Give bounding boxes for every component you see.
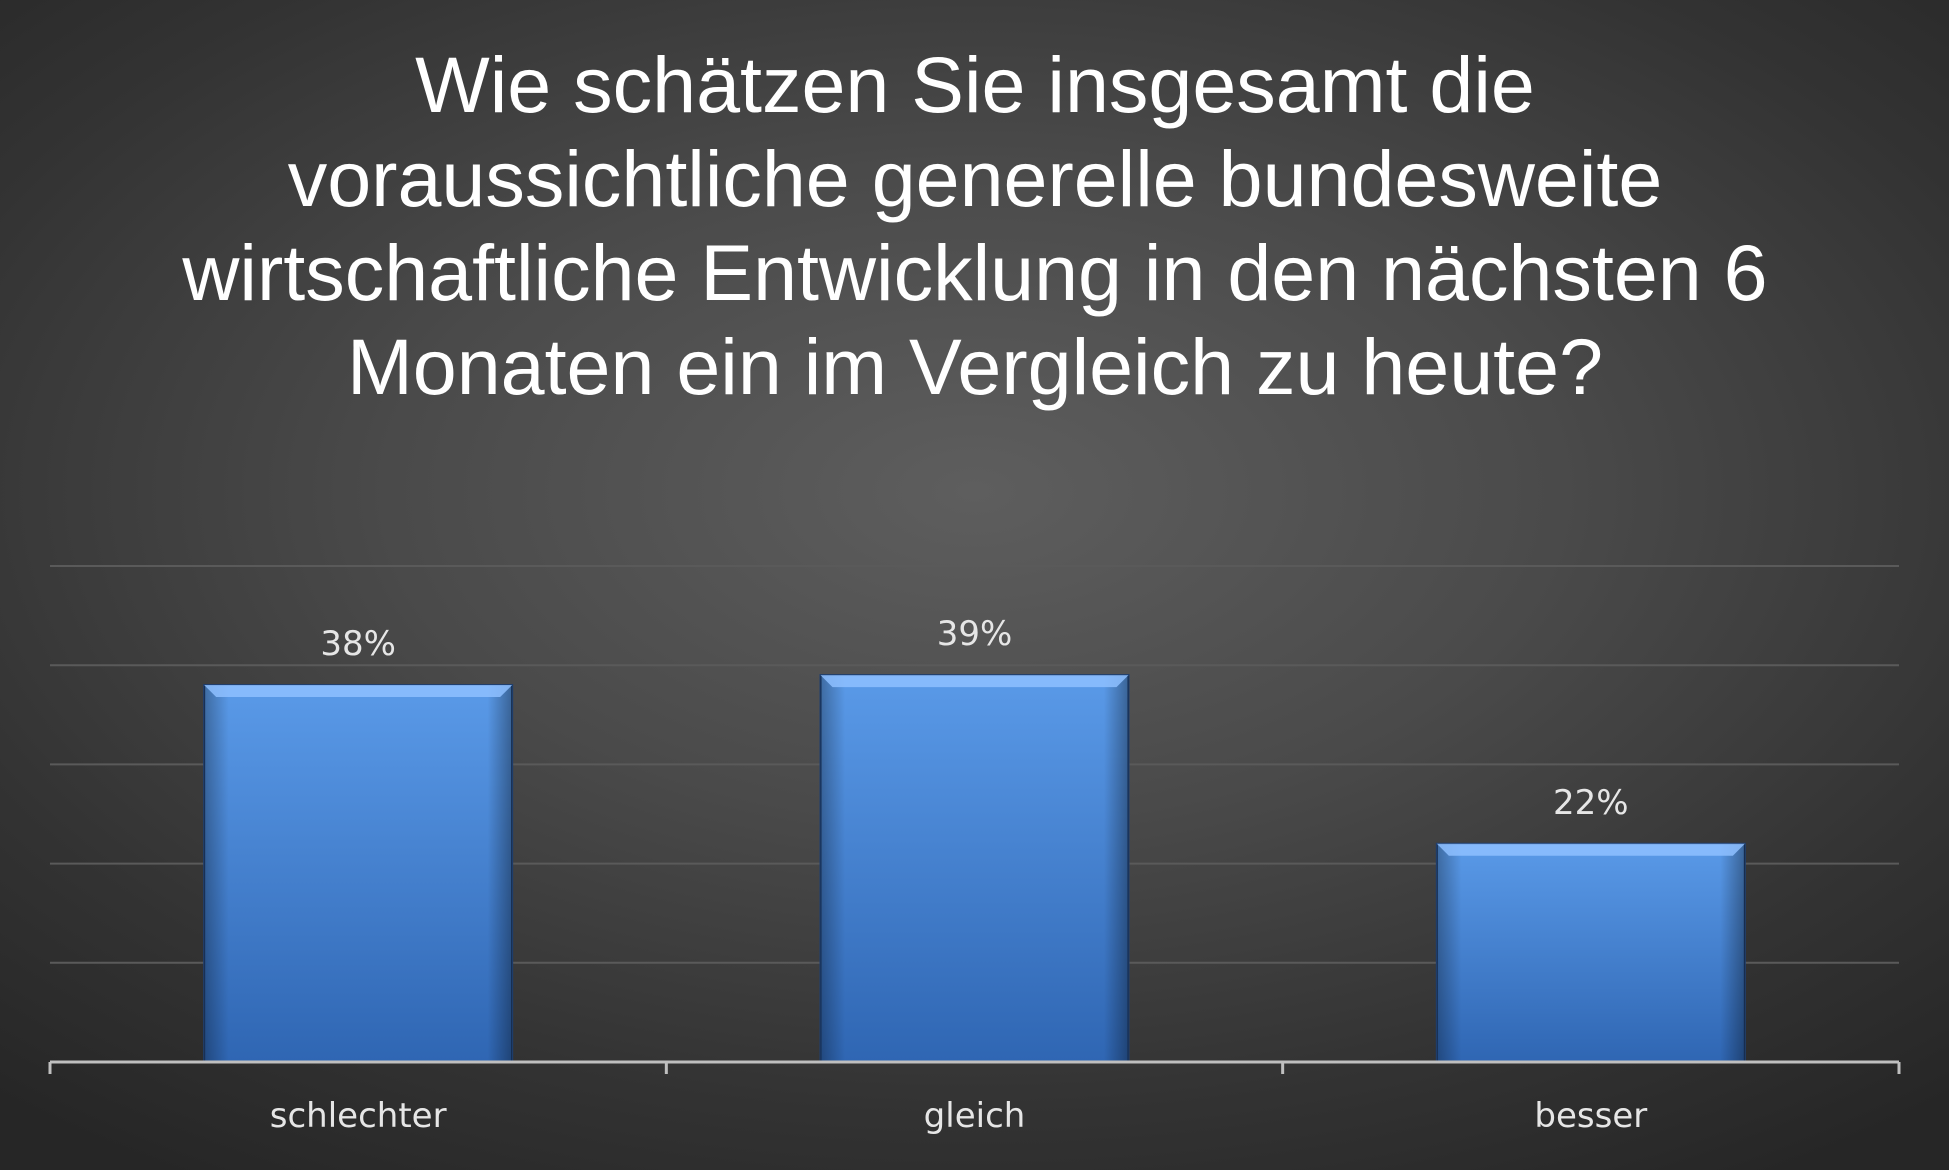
data-label: 22% bbox=[1553, 783, 1629, 823]
chart-title: Wie schätzen Sie insgesamt die voraussic… bbox=[182, 40, 1768, 411]
bar-bevel bbox=[1436, 843, 1745, 1062]
data-label: 38% bbox=[320, 624, 396, 664]
x-tick-label: besser bbox=[1534, 1096, 1647, 1136]
labels: 38% schlechter 39% gleich 22% besser bbox=[270, 614, 1647, 1136]
bar-gleich bbox=[819, 674, 1130, 1063]
data-label: 39% bbox=[937, 614, 1013, 654]
bar-cap bbox=[1436, 843, 1745, 856]
bar-bevel bbox=[820, 675, 1129, 1062]
bar-cap bbox=[820, 675, 1129, 688]
bar-schlechter bbox=[203, 684, 514, 1063]
bar-besser bbox=[1435, 842, 1746, 1064]
x-axis bbox=[48, 1060, 1901, 1074]
x-tick-label: gleich bbox=[924, 1096, 1026, 1136]
bar-bevel bbox=[204, 685, 513, 1062]
bar-cap bbox=[204, 685, 513, 698]
bars bbox=[203, 674, 1746, 1064]
x-tick-label: schlechter bbox=[270, 1096, 447, 1136]
